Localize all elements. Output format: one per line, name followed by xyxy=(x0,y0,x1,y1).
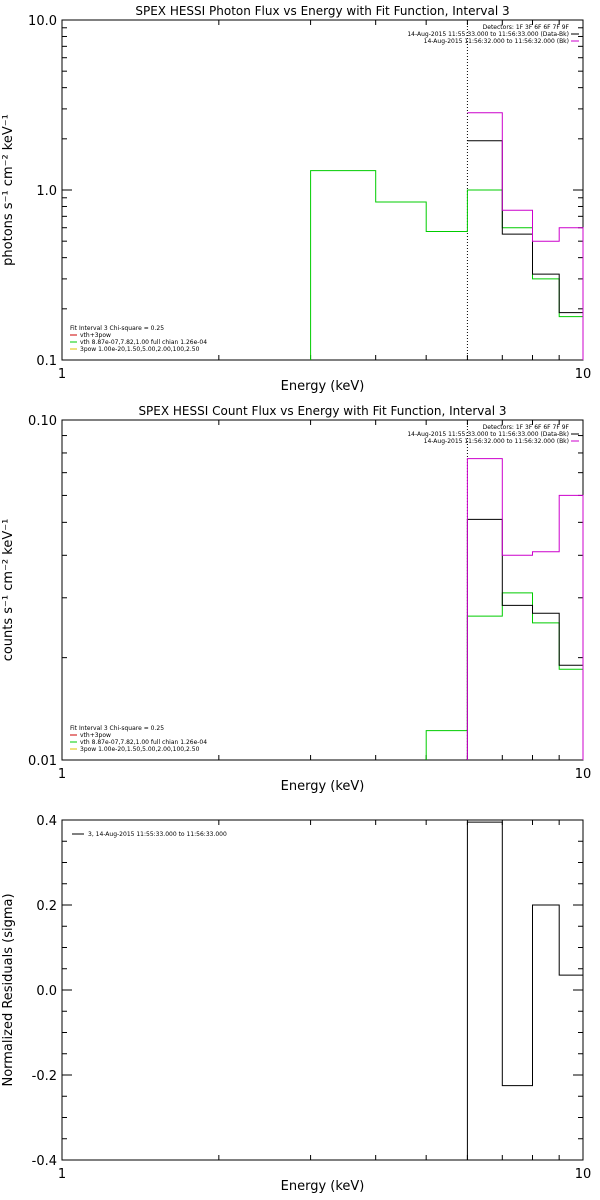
y-axis-label: counts s⁻¹ cm⁻² keV⁻¹ xyxy=(1,519,16,662)
series-2-step-line xyxy=(467,112,584,360)
series-2-step-line xyxy=(466,458,584,760)
legend-top-entry: Detectors: 1F 3F 6F 6F 7F 9F xyxy=(483,424,570,431)
chart-title: SPEX HESSI Count Flux vs Energy with Fit… xyxy=(138,404,506,418)
legend-top-entry: 14-Aug-2015 11:56:32.000 to 11:56:32.000… xyxy=(424,38,569,45)
y-tick-label: 0.1 xyxy=(36,354,57,369)
residuals-panel: Energy (keV) Normalized Residuals (sigma)… xyxy=(1,814,591,1194)
plot-frame xyxy=(61,819,584,1161)
y-tick-label: 0.10 xyxy=(28,414,57,429)
plot-frame xyxy=(61,19,584,361)
legend-bottom-entry: vth 8.87e-07,7.82,1.00 full chian 1.26e-… xyxy=(80,739,207,746)
y-tick-label: 1.0 xyxy=(36,184,57,199)
legend-bottom-entry: vth+3pow xyxy=(80,732,111,739)
legend-top-entry: 14-Aug-2015 11:55:33.000 to 11:56:33.000… xyxy=(407,31,569,38)
series-0-step-line xyxy=(425,592,584,760)
y-tick-label: 0.0 xyxy=(36,984,57,999)
legend-bottom-entry: 3pow 1.00e-20,1.50,5.00,2.00,100,2.50 xyxy=(80,746,200,753)
legend-bottom-entry: Fit Interval 3 Chi-square = 0.25 xyxy=(70,325,164,332)
series-1-step-line xyxy=(466,518,584,760)
x-tick-label: 1 xyxy=(58,367,66,382)
series-1-step-line xyxy=(467,140,584,360)
legend-bottom-entry: vth+3pow xyxy=(80,332,111,339)
x-tick-label: 10 xyxy=(575,1167,592,1182)
legend-bottom-entry: vth 8.87e-07,7.82,1.00 full chian 1.26e-… xyxy=(80,339,207,346)
x-axis-label: Energy (keV) xyxy=(281,1179,365,1194)
x-tick-label: 10 xyxy=(575,767,592,782)
photon-flux-panel: SPEX HESSI Photon Flux vs Energy with Fi… xyxy=(1,4,591,394)
legend-top-entry: 14-Aug-2015 11:55:33.000 to 11:56:33.000… xyxy=(407,431,569,438)
y-axis-label: Normalized Residuals (sigma) xyxy=(1,893,16,1086)
legend-bottom-entry: 3pow 1.00e-20,1.50,5.00,2.00,100,2.50 xyxy=(80,346,200,353)
series-0-step-line xyxy=(466,821,583,1160)
legend-bottom-entry: Fit Interval 3 Chi-square = 0.25 xyxy=(70,725,164,732)
y-tick-label: 0.4 xyxy=(36,814,57,829)
x-axis-label: Energy (keV) xyxy=(281,779,365,794)
x-tick-label: 1 xyxy=(58,1167,66,1182)
y-tick-label: -0.2 xyxy=(32,1069,57,1084)
legend-top-entry: Detectors: 1F 3F 6F 6F 7F 9F xyxy=(483,24,570,31)
x-axis-label: Energy (keV) xyxy=(281,379,365,394)
x-tick-label: 1 xyxy=(58,767,66,782)
count-flux-panel: SPEX HESSI Count Flux vs Energy with Fit… xyxy=(1,404,591,794)
legend-entry: 3, 14-Aug-2015 11:55:33.000 to 11:56:33.… xyxy=(88,831,227,838)
chart-title: SPEX HESSI Photon Flux vs Energy with Fi… xyxy=(135,4,509,18)
y-tick-label: 10.0 xyxy=(28,14,57,29)
plot-frame xyxy=(61,419,584,761)
y-tick-label: 0.2 xyxy=(36,899,57,914)
legend-top-entry: 14-Aug-2015 11:56:32.000 to 11:56:32.000… xyxy=(424,438,569,445)
y-tick-label: -0.4 xyxy=(32,1154,57,1169)
x-tick-label: 10 xyxy=(575,367,592,382)
series-0-step-line xyxy=(310,170,583,360)
y-tick-label: 0.01 xyxy=(28,754,57,769)
y-axis-label: photons s⁻¹ cm⁻² keV⁻¹ xyxy=(1,114,16,266)
